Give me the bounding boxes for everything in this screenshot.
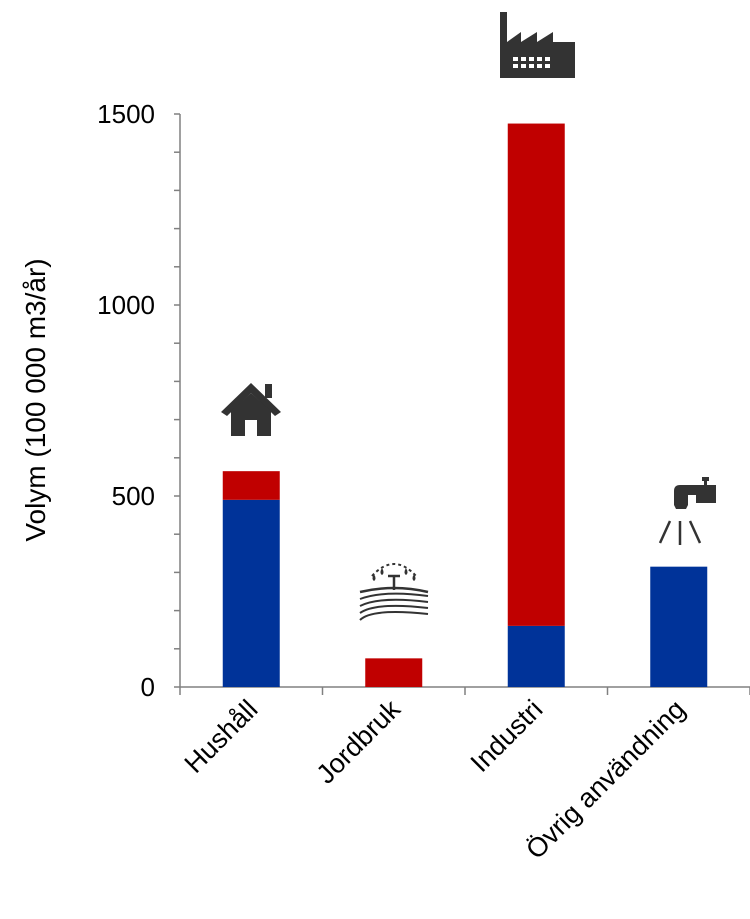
x-category-label: Industri bbox=[465, 694, 549, 778]
bar-segment bbox=[650, 566, 708, 687]
y-axis-title: Volym (100 000 m3/år) bbox=[20, 258, 51, 541]
y-tick-label: 500 bbox=[112, 481, 155, 511]
irrigation-field-icon bbox=[359, 563, 429, 621]
x-category-label: Jordbruk bbox=[311, 694, 407, 790]
bars bbox=[222, 123, 708, 687]
x-axis-ticks bbox=[179, 687, 750, 695]
house-icon bbox=[221, 383, 281, 436]
y-tick-label: 1000 bbox=[97, 290, 155, 320]
bar-segment bbox=[222, 471, 280, 500]
y-tick-label: 0 bbox=[141, 672, 155, 702]
bar-segment bbox=[507, 123, 565, 626]
factory-icon bbox=[500, 12, 575, 78]
x-category-label: Hushåll bbox=[179, 694, 264, 779]
bar-segment bbox=[365, 658, 423, 687]
bar-segment bbox=[222, 499, 280, 687]
x-category-label: Övrig användning bbox=[520, 694, 691, 865]
water-tap-icon bbox=[658, 477, 716, 545]
category-icons bbox=[221, 12, 716, 621]
bar-segment bbox=[507, 625, 565, 687]
y-tick-label: 1500 bbox=[97, 99, 155, 129]
y-axis-ticks: 0 500 1000 1500 bbox=[97, 99, 180, 702]
